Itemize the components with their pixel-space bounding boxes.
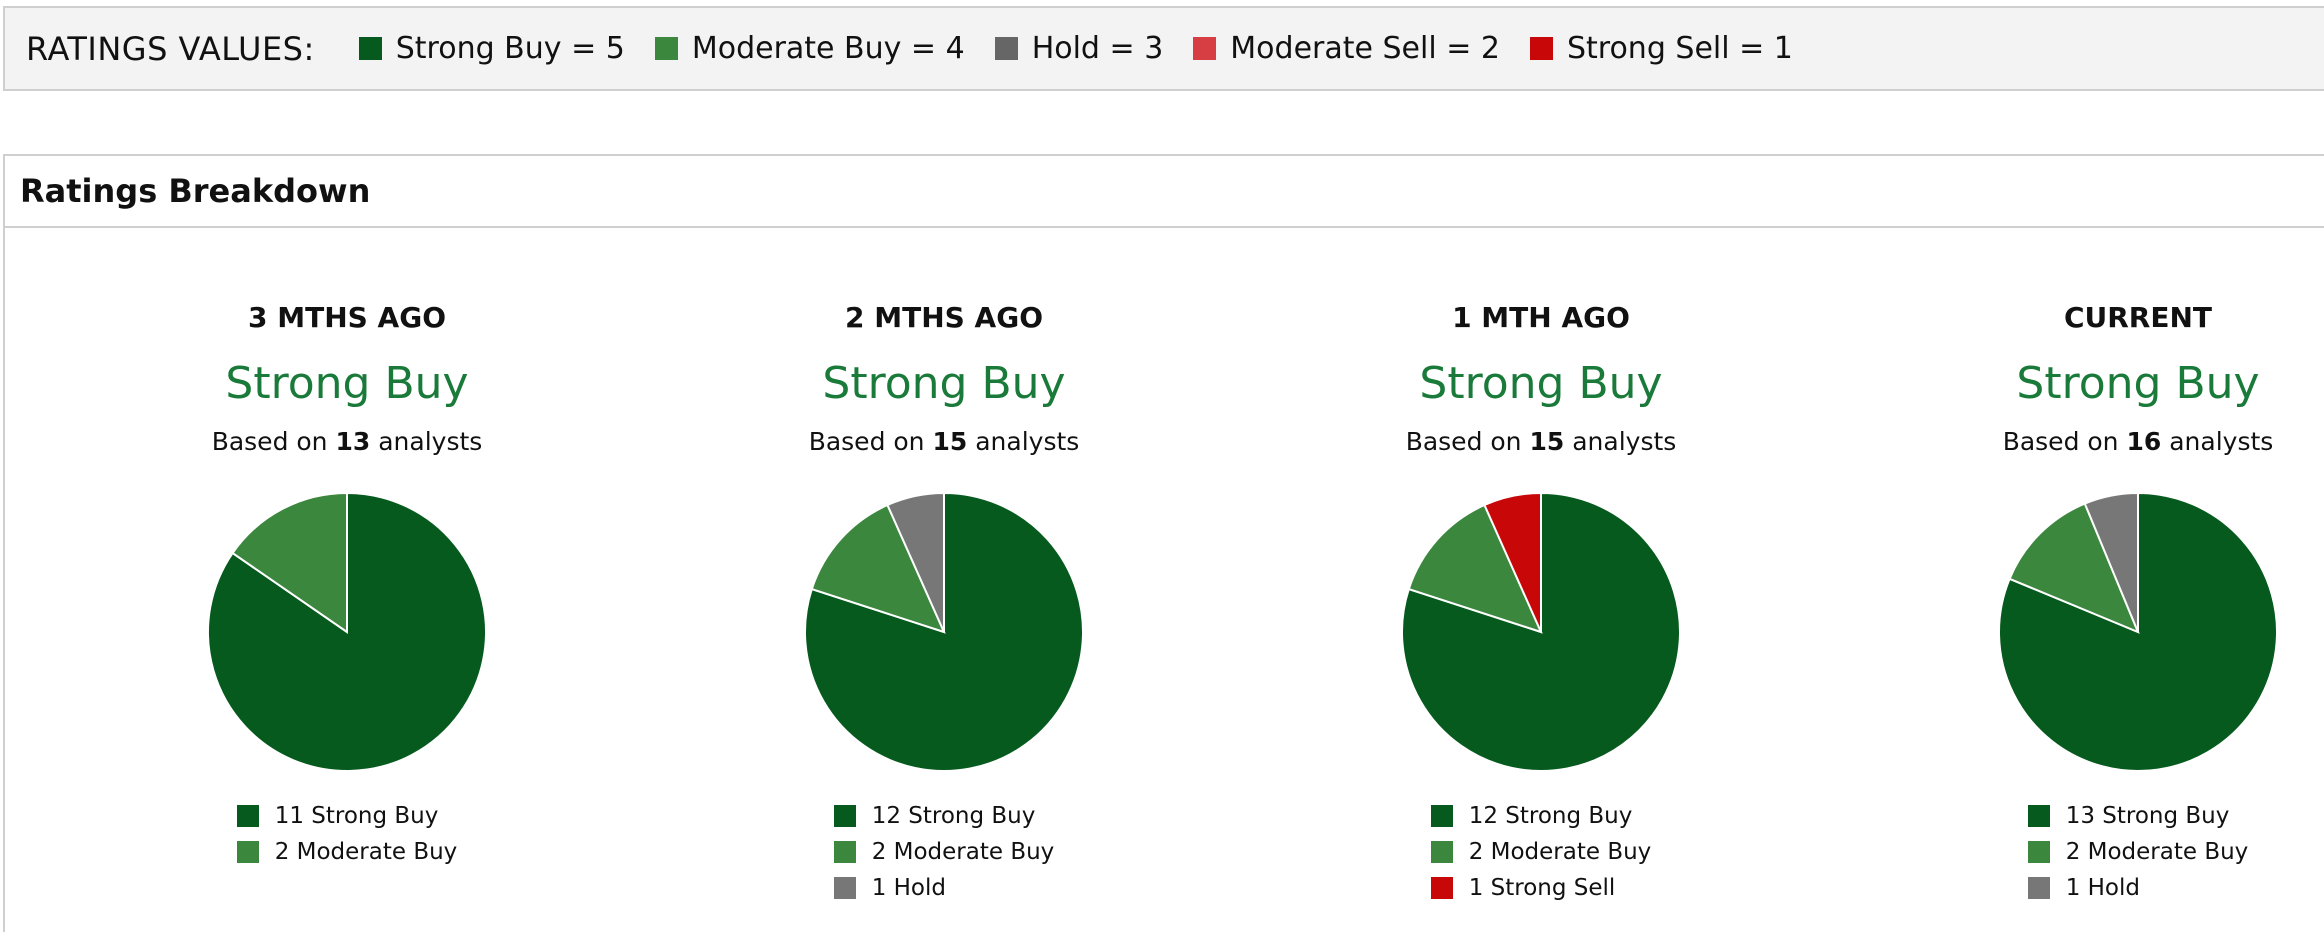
- pie-legend-item-hold: 1 Hold: [2027, 870, 2249, 906]
- analyst-count-text: Based on 16 analysts: [1838, 424, 2324, 460]
- breakdown-column-current: CURRENT Strong Buy Based on 16 analysts …: [1838, 296, 2324, 906]
- pie-legend-item-moderate-buy: 2 Moderate Buy: [2027, 834, 2249, 870]
- legend-item-strong-buy: Strong Buy = 5: [358, 31, 625, 66]
- pie-legend-item-strong-buy: 12 Strong Buy: [833, 798, 1055, 834]
- analyst-count: 15: [1529, 427, 1565, 456]
- analyst-count: 15: [932, 427, 968, 456]
- legend-item-hold: Hold = 3: [994, 31, 1164, 66]
- legend-label-moderate-sell: Moderate Sell = 2: [1230, 31, 1500, 66]
- pie-legend-label: 12 Strong Buy: [871, 803, 1036, 829]
- pie-legend: 12 Strong Buy 2 Moderate Buy 1 Hold: [833, 798, 1055, 906]
- pie-legend-label: 2 Moderate Buy: [2065, 839, 2249, 865]
- analyst-count: 16: [2126, 427, 2162, 456]
- pie-legend-item-moderate-buy: 2 Moderate Buy: [236, 834, 458, 870]
- ratings-pie-chart: [1998, 491, 2278, 772]
- consensus-rating: Strong Buy: [2016, 358, 2260, 409]
- pie-legend-swatch: [1430, 877, 1453, 899]
- analyst-count-text: Based on 15 analysts: [644, 424, 1244, 460]
- consensus-rating: Strong Buy: [225, 358, 469, 409]
- pie-legend-item-hold: 1 Hold: [833, 870, 1055, 906]
- legend-item-moderate-sell: Moderate Sell = 2: [1193, 31, 1500, 66]
- pie-legend: 12 Strong Buy 2 Moderate Buy 1 Strong Sell: [1430, 798, 1652, 906]
- pie-legend-label: 1 Hold: [871, 875, 946, 901]
- legend-swatch-moderate-buy: [654, 37, 678, 60]
- based-prefix: Based on: [808, 427, 933, 456]
- legend-label-strong-buy: Strong Buy = 5: [395, 31, 625, 66]
- pie-legend-swatch: [236, 805, 259, 827]
- pie-legend-swatch: [2027, 805, 2050, 827]
- consensus-rating: Strong Buy: [1419, 358, 1663, 409]
- legend-swatch-hold: [994, 37, 1018, 60]
- pie-legend-item-strong-buy: 12 Strong Buy: [1430, 798, 1652, 834]
- pie-slice-hold[interactable]: [886, 491, 945, 633]
- legend-swatch-strong-sell: [1529, 37, 1553, 60]
- pie-legend: 11 Strong Buy 2 Moderate Buy: [236, 798, 458, 870]
- pie-legend-swatch: [833, 841, 856, 863]
- pie-legend-label: 11 Strong Buy: [274, 803, 439, 829]
- pie-legend-swatch: [2027, 841, 2050, 863]
- based-prefix: Based on: [2002, 427, 2127, 456]
- pie-slice-hold[interactable]: [2083, 491, 2139, 633]
- period-label: 2 MTHS AGO: [845, 301, 1043, 334]
- pie-legend-label: 1 Strong Sell: [1468, 875, 1616, 901]
- pie-legend-label: 1 Hold: [2065, 875, 2140, 901]
- period-label: CURRENT: [2063, 301, 2213, 334]
- consensus-rating: Strong Buy: [822, 358, 1066, 409]
- legend-label-hold: Hold = 3: [1031, 31, 1164, 66]
- pie-legend: 13 Strong Buy 2 Moderate Buy 1 Hold: [2027, 798, 2249, 906]
- pie-legend-label: 2 Moderate Buy: [1468, 839, 1652, 865]
- period-label: 1 MTH AGO: [1452, 301, 1630, 334]
- pie-legend-item-strong-buy: 11 Strong Buy: [236, 798, 458, 834]
- pie-slice-moderate-buy[interactable]: [231, 491, 348, 634]
- period-label: 3 MTHS AGO: [248, 301, 446, 334]
- pie-legend-swatch: [833, 805, 856, 827]
- legend-label-strong-sell: Strong Sell = 1: [1566, 31, 1793, 66]
- legend-item-strong-sell: Strong Sell = 1: [1529, 31, 1793, 66]
- ratings-pie-chart: [207, 491, 487, 772]
- breakdown-column-3-mths-ago: 3 MTHS AGO Strong Buy Based on 13 analys…: [47, 296, 647, 870]
- ratings-pie-chart: [1401, 491, 1681, 772]
- analyst-count-text: Based on 13 analysts: [47, 424, 647, 460]
- pie-legend-item-strong-sell: 1 Strong Sell: [1430, 870, 1652, 906]
- ratings-values-legend: RATINGS VALUES: Strong Buy = 5 Moderate …: [3, 6, 2324, 91]
- pie-legend-item-moderate-buy: 2 Moderate Buy: [1430, 834, 1652, 870]
- ratings-values-title: RATINGS VALUES:: [26, 29, 315, 68]
- pie-legend-swatch: [1430, 841, 1453, 863]
- based-suffix: analysts: [370, 427, 483, 456]
- pie-slice-moderate-buy[interactable]: [810, 503, 946, 634]
- ratings-breakdown-panel: Ratings Breakdown 3 MTHS AGO Strong Buy …: [3, 154, 2324, 932]
- legend-label-moderate-buy: Moderate Buy = 4: [691, 31, 965, 66]
- based-prefix: Based on: [211, 427, 336, 456]
- legend-item-moderate-buy: Moderate Buy = 4: [654, 31, 965, 66]
- pie-slice-moderate-buy[interactable]: [1407, 503, 1543, 634]
- legend-swatch-moderate-sell: [1193, 37, 1217, 60]
- pie-legend-swatch: [1430, 805, 1453, 827]
- pie-legend-label: 2 Moderate Buy: [871, 839, 1055, 865]
- analyst-count-text: Based on 15 analysts: [1241, 424, 1841, 460]
- pie-legend-label: 2 Moderate Buy: [274, 839, 458, 865]
- pie-legend-swatch: [833, 877, 856, 899]
- based-prefix: Based on: [1405, 427, 1530, 456]
- based-suffix: analysts: [1564, 427, 1677, 456]
- ratings-pie-chart: [804, 491, 1084, 772]
- pie-slice-strong-sell[interactable]: [1483, 491, 1542, 633]
- breakdown-column-1-mth-ago: 1 MTH AGO Strong Buy Based on 15 analyst…: [1241, 296, 1841, 906]
- based-suffix: analysts: [2161, 427, 2274, 456]
- pie-legend-label: 12 Strong Buy: [1468, 803, 1633, 829]
- breakdown-column-2-mths-ago: 2 MTHS AGO Strong Buy Based on 15 analys…: [644, 296, 1244, 906]
- analyst-count: 13: [335, 427, 371, 456]
- pie-legend-item-strong-buy: 13 Strong Buy: [2027, 798, 2249, 834]
- pie-legend-swatch: [2027, 877, 2050, 899]
- based-suffix: analysts: [967, 427, 1080, 456]
- ratings-breakdown-title: Ratings Breakdown: [5, 156, 2324, 228]
- pie-legend-label: 13 Strong Buy: [2065, 803, 2230, 829]
- pie-slice-moderate-buy[interactable]: [2008, 502, 2140, 634]
- pie-legend-item-moderate-buy: 2 Moderate Buy: [833, 834, 1055, 870]
- pie-legend-swatch: [236, 841, 259, 863]
- legend-swatch-strong-buy: [358, 37, 382, 60]
